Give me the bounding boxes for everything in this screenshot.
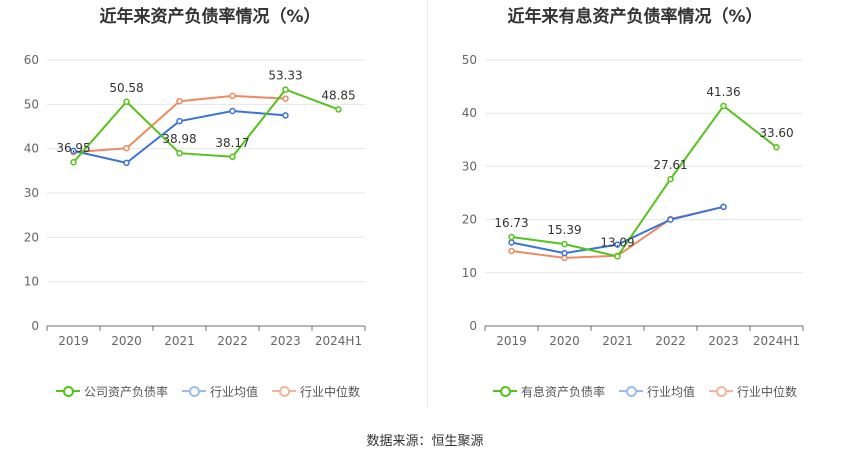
legend-item-interest-debt-ratio[interactable]: 有息资产负债率 <box>493 383 605 400</box>
legend-label: 有息资产负债率 <box>521 384 606 399</box>
data-label: 48.85 <box>321 88 355 102</box>
legend-item-industry-median[interactable]: 行业中位数 <box>709 383 797 400</box>
data-point <box>123 98 130 106</box>
y-tick-label: 20 <box>462 213 477 227</box>
chart-title-left: 近年来资产负债率情况（%） <box>99 7 321 27</box>
y-tick-label: 40 <box>462 106 477 120</box>
data-point <box>229 107 236 115</box>
y-tick-label: 20 <box>24 230 39 244</box>
data-point <box>508 239 515 246</box>
legend-label: 行业均值 <box>210 384 259 399</box>
x-tick-label: 2019 <box>58 334 89 348</box>
data-point <box>229 153 236 161</box>
y-tick-label: 30 <box>462 159 477 173</box>
data-point <box>561 240 568 248</box>
legend-label: 行业中位数 <box>300 384 361 399</box>
data-point <box>667 216 674 223</box>
legend-marker-icon <box>182 384 207 398</box>
data-point <box>508 233 515 241</box>
data-point <box>614 241 621 248</box>
x-tick-label: 2022 <box>217 334 248 348</box>
panel-divider <box>427 0 428 408</box>
legend-item-industry-median[interactable]: 行业中位数 <box>272 383 360 400</box>
data-label: 53.33 <box>268 69 302 83</box>
y-tick-label: 0 <box>31 319 39 333</box>
series-line <box>511 104 778 258</box>
series-line <box>72 88 339 163</box>
data-point <box>70 158 77 166</box>
data-label: 41.36 <box>706 85 740 99</box>
x-tick-label: 2024H1 <box>753 334 800 348</box>
data-source-note: 数据来源：恒生聚源 <box>366 434 484 449</box>
legend-label: 公司资产负债率 <box>84 384 169 399</box>
data-point <box>720 203 727 211</box>
data-point <box>335 106 342 113</box>
x-tick-label: 2022 <box>655 334 686 348</box>
x-tick-label: 2021 <box>164 334 195 348</box>
legend-left: 公司资产负债率 行业均值 行业中位数 <box>56 381 374 401</box>
data-label: 38.17 <box>215 136 249 150</box>
legend-item-company-debt-ratio[interactable]: 公司资产负债率 <box>56 383 168 400</box>
data-point <box>176 149 183 157</box>
y-tick-label: 60 <box>24 53 39 67</box>
data-label: 36.95 <box>56 141 90 155</box>
y-tick-label: 50 <box>24 97 39 111</box>
data-point <box>229 92 236 100</box>
x-tick-label: 2019 <box>496 334 527 348</box>
legend-marker-icon <box>493 384 517 398</box>
legend-marker-icon <box>619 384 644 398</box>
legend-marker-icon <box>709 384 734 398</box>
data-point <box>176 117 183 125</box>
data-point <box>282 112 289 119</box>
data-point <box>508 247 515 255</box>
x-tick-label: 2023 <box>708 334 739 348</box>
y-tick-label: 0 <box>469 319 477 333</box>
x-tick-label: 2020 <box>549 334 580 348</box>
data-label: 33.60 <box>759 126 793 140</box>
y-tick-label: 10 <box>462 266 477 280</box>
x-tick-label: 2023 <box>270 334 301 348</box>
data-point <box>282 95 289 102</box>
legend-item-industry-mean[interactable]: 行业均值 <box>182 383 258 400</box>
data-point <box>614 253 621 260</box>
data-label: 16.73 <box>494 216 528 230</box>
data-point <box>773 143 780 151</box>
legend-right: 有息资产负债率 行业均值 行业中位数 <box>493 381 811 401</box>
data-label: 38.98 <box>162 132 196 146</box>
x-tick-label: 2021 <box>602 334 633 348</box>
data-point <box>176 97 183 105</box>
y-tick-label: 40 <box>24 142 39 156</box>
chart-title-right: 近年来有息资产负债率情况（%） <box>507 7 763 27</box>
legend-marker-icon <box>272 384 297 398</box>
data-label: 50.58 <box>109 81 143 95</box>
data-label: 27.61 <box>653 158 687 172</box>
legend-marker-icon <box>56 384 80 398</box>
data-point <box>70 147 77 155</box>
y-tick-label: 50 <box>462 53 477 67</box>
x-tick-label: 2024H1 <box>315 334 362 348</box>
data-label: 13.09 <box>600 235 634 249</box>
data-point <box>282 86 289 93</box>
data-label: 15.39 <box>547 223 581 237</box>
y-tick-label: 30 <box>24 186 39 200</box>
x-tick-label: 2020 <box>111 334 142 348</box>
legend-label: 行业均值 <box>647 384 696 399</box>
data-point <box>123 159 130 167</box>
legend-label: 行业中位数 <box>737 384 798 399</box>
data-point <box>123 144 130 152</box>
legend-item-industry-mean[interactable]: 行业均值 <box>619 383 695 400</box>
data-point <box>667 175 674 183</box>
data-point <box>720 102 727 110</box>
y-tick-label: 10 <box>24 275 39 289</box>
data-point <box>561 249 568 257</box>
